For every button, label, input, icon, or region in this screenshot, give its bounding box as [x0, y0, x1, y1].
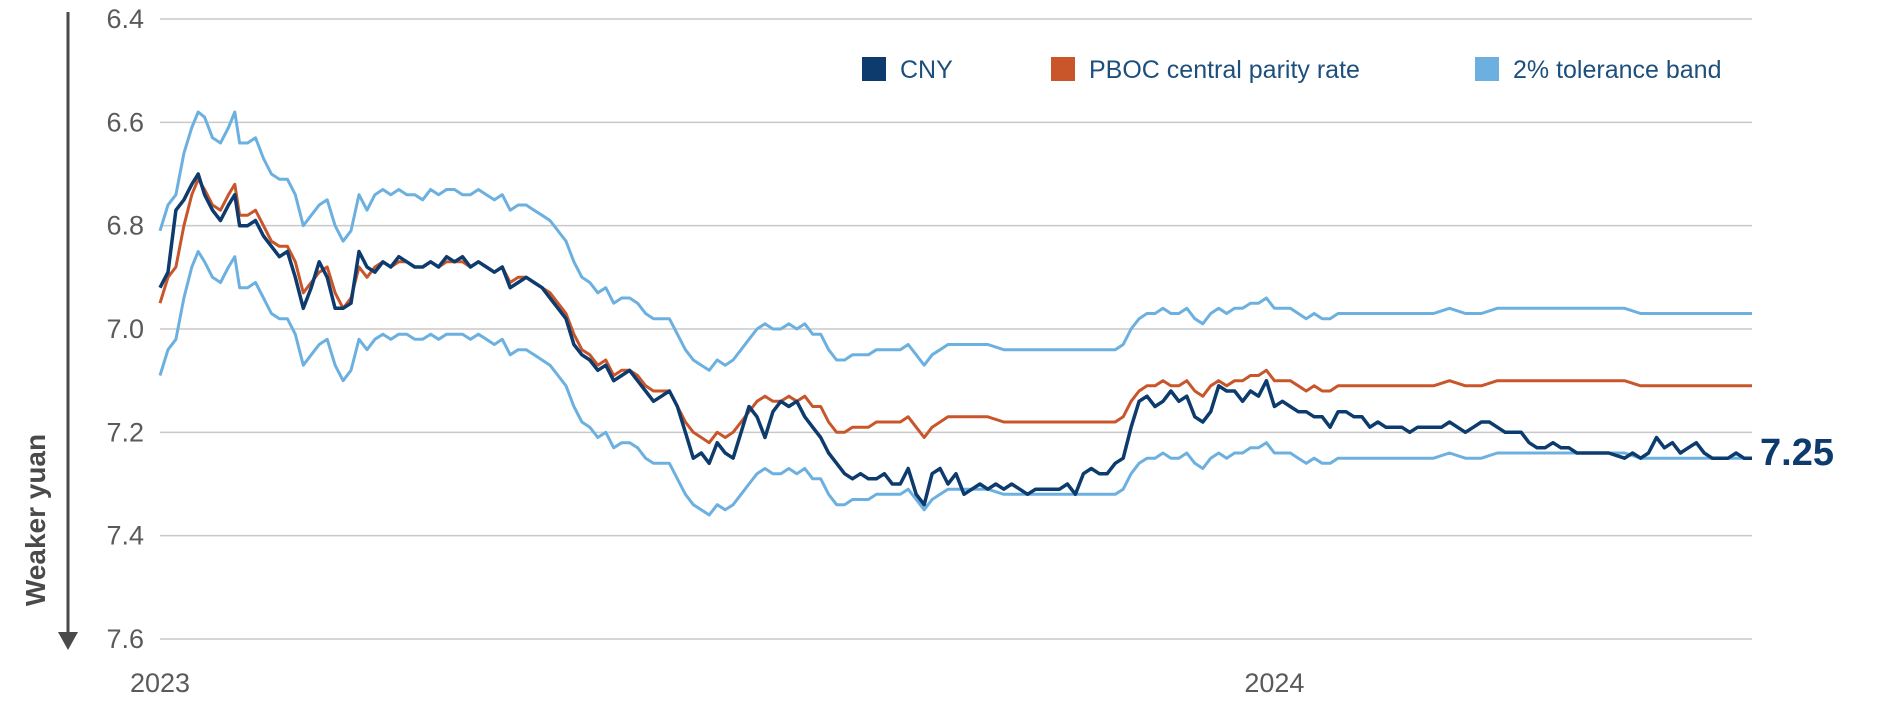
series-lines — [158, 110, 1752, 517]
legend-label: PBOC central parity rate — [1089, 56, 1360, 84]
legend-label: 2% tolerance band — [1513, 56, 1721, 84]
series-line-pboc-central-parity-rate — [158, 177, 1752, 445]
y-axis-title-bg — [20, 410, 60, 625]
legend-swatch — [1051, 57, 1075, 81]
y-tick-label: 7.0 — [106, 314, 144, 344]
y-tick-label: 7.6 — [106, 624, 144, 654]
y-tick-labels: 6.4 6.6 6.8 7.0 7.2 7.4 7.6 — [106, 4, 144, 654]
series-line-2-tolerance-band — [158, 250, 1752, 517]
legend-label: CNY — [900, 56, 953, 84]
x-tick-label: 2024 — [1244, 668, 1304, 698]
y-axis-title-group: Weaker yuan — [20, 12, 78, 650]
y-axis-title: Weaker yuan — [20, 434, 51, 606]
gridlines — [160, 18, 1752, 640]
cny-end-value-label: 7.25 — [1760, 432, 1834, 474]
series-line-cny — [158, 172, 1752, 507]
series-line-2-tolerance-band — [158, 110, 1752, 372]
y-tick-label: 6.8 — [106, 211, 144, 241]
y-tick-label: 6.6 — [106, 107, 144, 137]
y-tick-label: 6.4 — [106, 4, 144, 34]
legend: CNY PBOC central parity rate 2% tolerance … — [862, 56, 1721, 84]
y-tick-label: 7.4 — [106, 521, 144, 551]
y-axis-arrow-head — [58, 632, 78, 650]
legend-swatch — [1475, 57, 1499, 81]
x-tick-label: 2023 — [130, 668, 190, 698]
x-tick-labels: 2023 2024 — [130, 668, 1304, 698]
y-tick-label: 7.2 — [106, 417, 144, 447]
legend-swatch — [862, 57, 886, 81]
